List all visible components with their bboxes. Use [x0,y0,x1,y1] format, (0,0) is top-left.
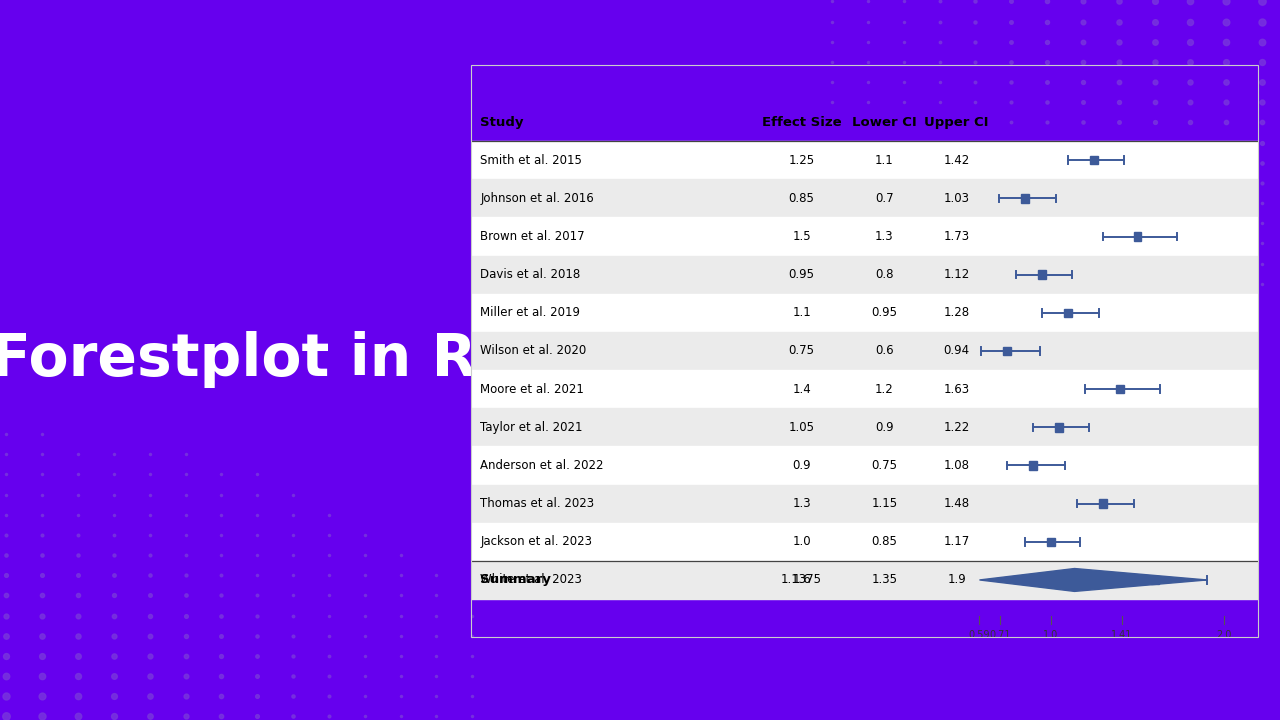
Bar [1134,233,1142,240]
Bar [1038,271,1046,279]
Text: 1.48: 1.48 [943,497,970,510]
Bar [1064,309,1071,317]
Text: 1.6: 1.6 [792,573,812,587]
Text: 1.12: 1.12 [943,268,970,282]
Bar [471,485,1258,523]
Text: 0.95: 0.95 [872,306,897,320]
Text: 1.08: 1.08 [943,459,970,472]
Text: 1.1: 1.1 [792,306,812,320]
Bar [471,256,1258,294]
Text: 0.9: 0.9 [876,420,893,434]
Bar [471,446,1258,485]
Text: 1.42: 1.42 [943,153,970,167]
Text: Anderson et al. 2022: Anderson et al. 2022 [480,459,604,472]
Text: Miller et al. 2019: Miller et al. 2019 [480,306,581,320]
Text: Moore et al. 2021: Moore et al. 2021 [480,382,585,396]
Text: 0.8: 0.8 [876,268,893,282]
Text: 1.9: 1.9 [947,573,966,587]
Text: 1.25: 1.25 [788,153,815,167]
Text: 0.95: 0.95 [788,268,814,282]
Text: 1.3: 1.3 [876,230,893,243]
Text: Summary: Summary [480,573,552,587]
Bar [471,408,1258,446]
Text: Upper CI: Upper CI [924,115,989,129]
Text: Wilson et al. 2020: Wilson et al. 2020 [480,344,586,358]
Bar [471,561,1258,599]
Text: 1.03: 1.03 [943,192,970,205]
Text: Davis et al. 2018: Davis et al. 2018 [480,268,581,282]
Text: 1.05: 1.05 [788,420,814,434]
Text: 1.63: 1.63 [943,382,970,396]
Text: 1.5: 1.5 [792,230,812,243]
Text: Smith et al. 2015: Smith et al. 2015 [480,153,582,167]
Text: 1.22: 1.22 [943,420,970,434]
Text: 1.17: 1.17 [943,535,970,549]
Text: 0.6: 0.6 [876,344,893,358]
Bar [1098,500,1107,508]
Text: Taylor et al. 2021: Taylor et al. 2021 [480,420,582,434]
Bar [1047,538,1055,546]
Bar [471,141,1258,179]
Text: 0.7: 0.7 [876,192,893,205]
Bar [1020,194,1029,202]
Text: 1.0: 1.0 [1043,629,1059,639]
Text: 2.0: 2.0 [1216,629,1233,639]
Text: 0.75: 0.75 [872,459,897,472]
Text: Johnson et al. 2016: Johnson et al. 2016 [480,192,594,205]
Text: 0.71: 0.71 [989,629,1011,639]
Bar [471,217,1258,256]
Text: Effect Size: Effect Size [762,115,841,129]
Text: 1.35: 1.35 [872,573,897,587]
Text: 1.2: 1.2 [876,382,893,396]
Bar [471,332,1258,370]
Text: 1.41: 1.41 [1111,629,1133,639]
Bar [1056,423,1064,431]
Text: 0.94: 0.94 [943,344,970,358]
Text: 1.15: 1.15 [872,497,897,510]
Text: Jackson et al. 2023: Jackson et al. 2023 [480,535,593,549]
Text: 1.4: 1.4 [792,382,812,396]
Text: 1.1: 1.1 [876,153,893,167]
Text: 0.59: 0.59 [969,629,991,639]
Text: Study: Study [480,115,524,129]
Text: 1.73: 1.73 [943,230,970,243]
Text: 0.85: 0.85 [872,535,897,549]
Text: Forestplot in R: Forestplot in R [0,331,477,389]
Bar [1091,156,1098,164]
Text: 1.3: 1.3 [792,497,812,510]
Text: Thomas et al. 2023: Thomas et al. 2023 [480,497,595,510]
Bar [471,179,1258,217]
Text: Lower CI: Lower CI [852,115,916,129]
Text: White et al. 2023: White et al. 2023 [480,573,582,587]
Text: 1.0: 1.0 [792,535,812,549]
Bar [1004,347,1011,355]
Text: 0.75: 0.75 [788,344,814,358]
Polygon shape [979,569,1207,591]
Bar [1151,576,1158,584]
Text: 1.1375: 1.1375 [781,573,822,587]
Bar [1116,385,1124,393]
Bar [471,523,1258,561]
Text: Brown et al. 2017: Brown et al. 2017 [480,230,585,243]
Bar [1029,462,1037,469]
Bar [471,370,1258,408]
Bar [471,294,1258,332]
Text: 0.85: 0.85 [788,192,814,205]
Text: 1.28: 1.28 [943,306,970,320]
Text: 0.9: 0.9 [792,459,812,472]
